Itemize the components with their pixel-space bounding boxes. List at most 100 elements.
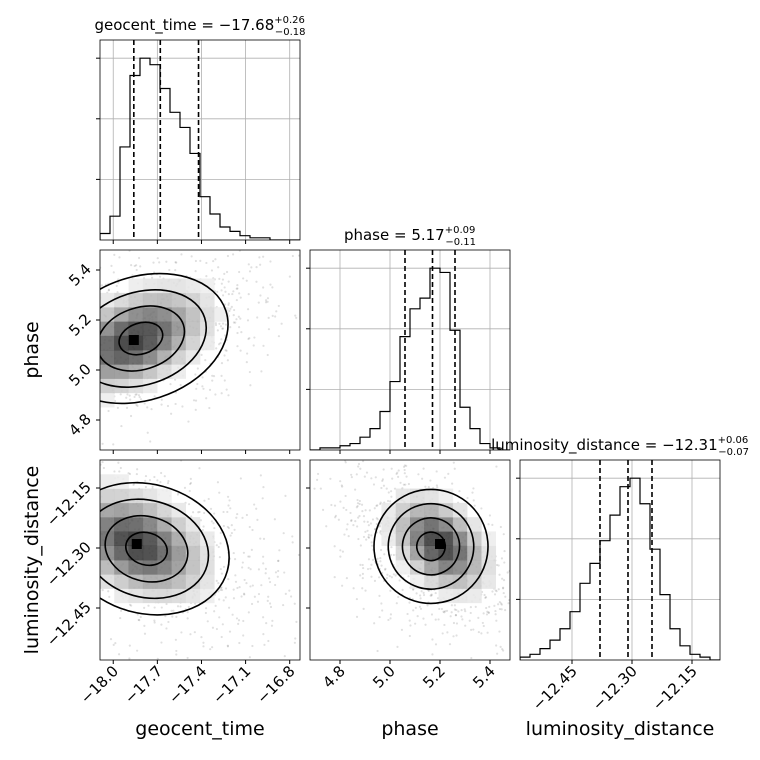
- sample-point: [361, 509, 364, 513]
- sample-point: [203, 511, 206, 515]
- sample-point: [78, 409, 80, 411]
- panel-0-2: [46, 415, 341, 710]
- x-axis-label-geocent_time: geocent_time: [135, 718, 264, 740]
- density-cell: [185, 588, 201, 604]
- sample-point: [165, 602, 168, 606]
- sample-point: [48, 500, 50, 502]
- sample-point: [77, 293, 79, 295]
- sample-point: [219, 567, 222, 571]
- sample-point: [216, 329, 219, 332]
- density-cell: [128, 502, 144, 518]
- sample-point: [339, 708, 341, 710]
- sample-point: [262, 616, 265, 619]
- sample-point: [457, 610, 460, 613]
- sample-point: [144, 474, 148, 478]
- sample-point: [315, 438, 317, 440]
- sample-point: [197, 511, 200, 514]
- density-cell: [142, 335, 158, 351]
- sample-point: [440, 407, 442, 409]
- sample-point: [86, 348, 88, 350]
- sample-point: [175, 615, 178, 618]
- sample-point: [85, 567, 87, 569]
- density-cell: [185, 307, 201, 322]
- sample-point: [231, 613, 234, 616]
- sample-point: [334, 452, 336, 454]
- sample-point: [215, 544, 218, 547]
- contours: [100, 272, 229, 405]
- density-cell: [171, 545, 187, 561]
- density-peak-marker: [131, 539, 142, 549]
- sample-point: [199, 259, 202, 262]
- sample-point: [158, 275, 162, 278]
- sample-point: [113, 253, 116, 257]
- density-cell: [128, 350, 144, 365]
- sample-point: [159, 457, 161, 459]
- sample-point: [358, 502, 361, 506]
- sample-point: [11, 410, 13, 412]
- sample-point: [441, 632, 444, 635]
- sample-point: [271, 314, 274, 318]
- sample-point: [34, 405, 36, 407]
- sample-point: [125, 415, 127, 417]
- sample-point: [376, 649, 379, 653]
- sample-point: [396, 645, 399, 648]
- sample-point: [204, 225, 206, 227]
- sample-point: [288, 589, 291, 592]
- sample-point: [532, 600, 534, 602]
- sample-point: [63, 538, 65, 540]
- sample-point: [455, 608, 458, 612]
- sample-point: [453, 608, 457, 611]
- contour-line: [373, 488, 489, 605]
- sample-point: [97, 552, 99, 554]
- sample-point: [367, 536, 370, 539]
- sample-point: [64, 353, 66, 355]
- sample-point: [31, 384, 33, 386]
- sample-point: [293, 641, 296, 644]
- sample-point: [435, 470, 438, 473]
- sample-point: [495, 465, 498, 468]
- density-cell: [114, 350, 129, 365]
- sample-point: [166, 404, 170, 408]
- sample-point: [266, 599, 269, 602]
- sample-point: [390, 576, 393, 579]
- sample-point: [176, 605, 180, 608]
- sample-point: [56, 542, 58, 544]
- sample-point: [50, 353, 52, 355]
- density-cell: [100, 531, 115, 547]
- sample-point: [4, 397, 6, 399]
- sample-point: [114, 642, 117, 645]
- sample-point: [180, 253, 183, 256]
- sample-point: [503, 549, 506, 553]
- sample-point: [485, 606, 488, 610]
- sample-point: [242, 277, 245, 280]
- sample-point: [513, 599, 515, 601]
- sample-point: [153, 395, 156, 398]
- sample-point: [337, 518, 340, 521]
- sample-point: [214, 258, 217, 261]
- sample-point: [526, 694, 528, 696]
- sample-point: [229, 326, 232, 329]
- sample-point: [350, 519, 353, 523]
- sample-point: [508, 598, 510, 602]
- y-tick-label: 5.0: [65, 360, 95, 390]
- sample-point: [298, 254, 300, 257]
- sample-point: [87, 527, 89, 529]
- sample-point: [257, 223, 259, 225]
- sample-point: [257, 234, 259, 236]
- sample-point: [46, 562, 48, 564]
- sample-point: [376, 455, 378, 457]
- sample-point: [60, 426, 62, 428]
- sample-point: [382, 484, 386, 487]
- sample-point: [407, 575, 410, 578]
- sample-point: [325, 525, 328, 528]
- sample-point: [236, 586, 239, 590]
- sample-point: [137, 618, 140, 622]
- panel-frame: [99, 39, 301, 241]
- sample-point: [187, 605, 190, 609]
- sample-point: [59, 434, 61, 436]
- sample-point: [96, 612, 98, 614]
- sample-point: [256, 518, 259, 521]
- sample-point: [403, 464, 406, 467]
- sample-point: [208, 406, 211, 410]
- density-cell: [157, 517, 172, 532]
